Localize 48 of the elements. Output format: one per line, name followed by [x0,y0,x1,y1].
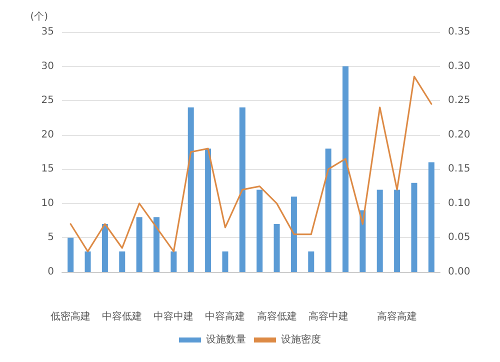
bar [68,238,74,272]
bar [376,190,383,272]
y2-tick-label: 0.10 [448,198,470,209]
y2-tick-label: 0.35 [448,26,470,38]
bar [84,251,91,272]
bar [119,251,126,272]
bar [308,251,314,272]
bar [239,107,246,272]
y-tick-label: 35 [41,26,54,38]
bar [170,251,177,272]
y-tick-label: 5 [48,232,54,244]
y2-tick-label: 0.20 [448,129,470,140]
x-tick-label: 中容中建 [154,310,194,322]
bar [325,148,332,272]
y-tick-label: 10 [41,198,54,209]
y2-tick-label: 0.30 [448,60,470,72]
bar [290,196,297,272]
y-tick-label: 30 [41,60,54,72]
bar [274,224,280,272]
y2-tick-label: 0.00 [448,266,470,278]
x-tick-label: 高容高建 [377,310,418,322]
y-tick-label: 0 [48,266,54,278]
bar [394,190,400,272]
legend-label: 设施数量 [206,334,246,346]
y2-tick-label: 0.05 [448,232,470,244]
bar [205,148,212,272]
y-tick-label: 20 [41,129,54,140]
x-tick-label: 高容低建 [256,310,297,322]
y-axis-title: (个) [30,10,48,22]
x-tick-label: 低密高建 [50,310,91,322]
bar [102,224,108,272]
y-tick-label: 15 [41,164,54,175]
line-series [70,76,432,252]
bar [411,182,418,272]
bar [428,162,434,272]
y2-tick-label: 0.15 [448,164,470,175]
bar [342,66,348,272]
x-tick-label: 中容低建 [102,310,142,322]
bar [256,190,263,272]
bar [136,217,142,272]
x-tick-label: 中容高建 [205,310,246,322]
bar [154,217,160,272]
y-tick-label: 25 [41,95,54,106]
legend-label: 设施密度 [281,334,321,346]
x-tick-label: 高容中建 [308,310,348,322]
bar [222,251,228,272]
y2-tick-label: 0.25 [448,95,470,106]
bar [188,107,194,272]
